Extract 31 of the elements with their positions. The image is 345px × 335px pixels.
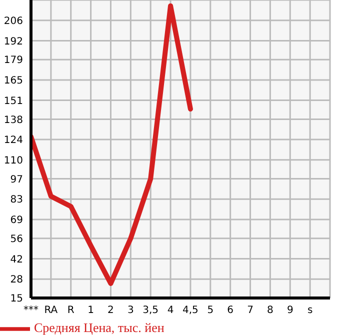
y-tick-label: 97 (10, 174, 23, 186)
y-tick-label: 151 (4, 96, 23, 107)
x-tick-label: 1 (88, 305, 94, 316)
y-tick-label: 124 (4, 135, 23, 146)
x-tick-label: 6 (227, 305, 234, 316)
y-tick-label: 42 (10, 254, 23, 266)
x-tick-label: 5 (207, 305, 214, 316)
y-tick-label: 165 (4, 76, 23, 86)
y-tick-label: 56 (10, 234, 23, 245)
y-tick-label: 83 (10, 194, 23, 206)
x-tick-label: *** (24, 305, 38, 316)
y-tick-label: 179 (4, 55, 23, 66)
x-tick-label: RA (44, 305, 58, 316)
legend-label: Средняя Цена, тыс. йен (34, 320, 164, 335)
x-tick-label: 2 (108, 305, 114, 316)
x-tick-label: 4,5 (182, 305, 198, 316)
x-tick-label: 4 (167, 305, 174, 316)
y-tick-label: 192 (4, 36, 23, 48)
y-tick-label: 138 (4, 114, 23, 126)
y-tick-label: 206 (4, 16, 23, 27)
y-tick-label: 69 (10, 215, 23, 226)
y-tick-label: 110 (4, 155, 23, 166)
x-tick-label: R (67, 305, 74, 316)
x-tick-label: 7 (247, 305, 254, 316)
x-tick-label: s (307, 305, 313, 316)
x-tick-label: 3 (127, 305, 134, 316)
y-tick-label: 28 (10, 274, 23, 286)
x-tick-label: 9 (286, 305, 294, 316)
x-tick-label: 8 (267, 305, 274, 316)
y-tick-label: 15 (10, 294, 23, 305)
x-tick-label: 3,5 (142, 305, 159, 316)
